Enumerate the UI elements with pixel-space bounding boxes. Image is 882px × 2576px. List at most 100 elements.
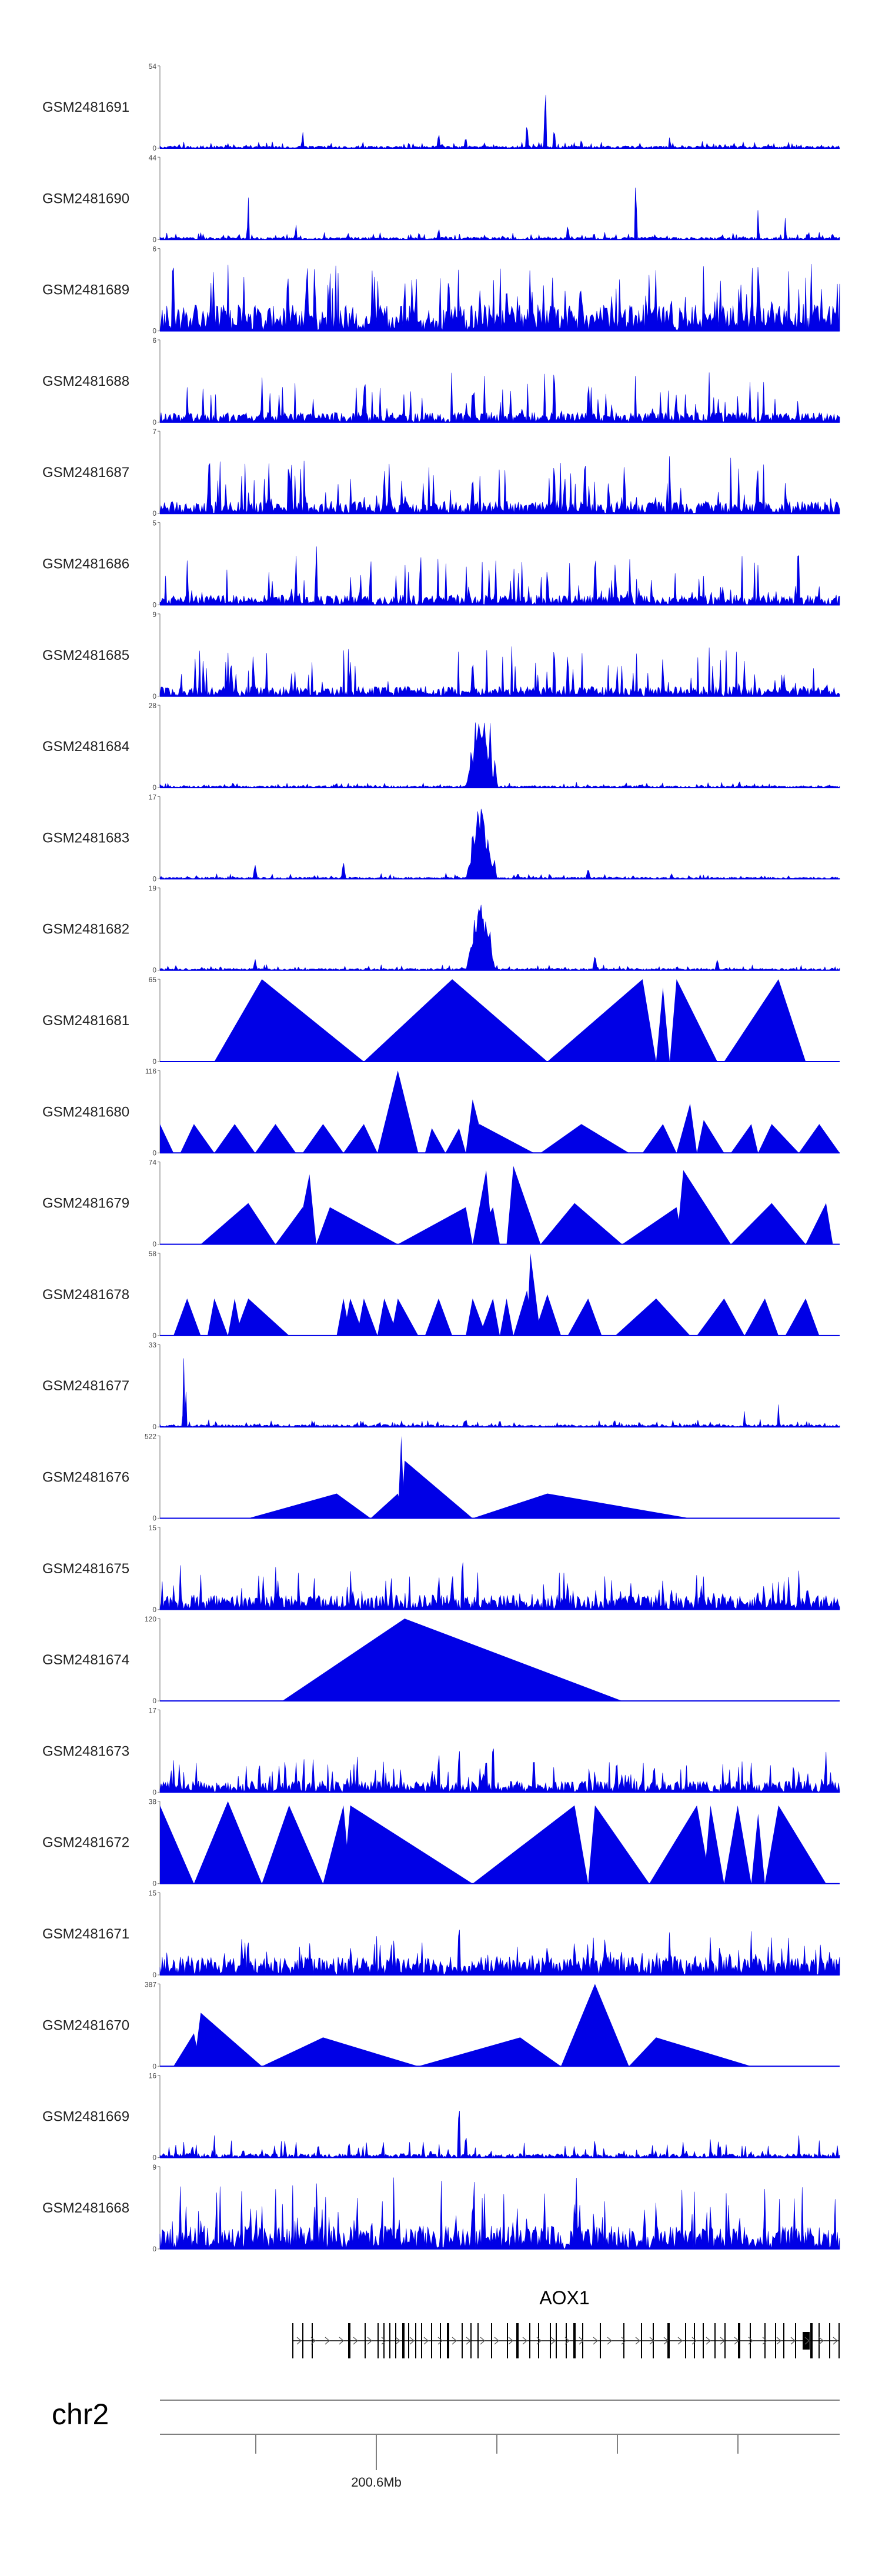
coverage-triangle xyxy=(235,1298,289,1336)
y-axis-max-label: 19 xyxy=(149,885,157,893)
coverage-triangle xyxy=(255,1124,296,1153)
strand-arrow xyxy=(536,2337,542,2345)
exon xyxy=(477,2323,479,2358)
strand-arrow xyxy=(310,2337,316,2345)
track-GSM2481691: GSM2481691 54 0 xyxy=(42,62,840,152)
coverage-triangle xyxy=(262,2037,419,2067)
strand-arrow xyxy=(818,2337,824,2345)
track-label: GSM2481685 xyxy=(42,648,129,663)
exon xyxy=(566,2323,567,2358)
strand-arrow xyxy=(480,2337,485,2345)
coverage-area xyxy=(159,263,840,331)
track-label: GSM2481686 xyxy=(42,556,129,572)
strand-arrow xyxy=(663,2337,669,2345)
y-axis-max-label: 5 xyxy=(152,519,156,528)
y-axis-max-label: 116 xyxy=(145,1067,156,1075)
coverage-triangle xyxy=(676,1103,697,1153)
y-axis-zero-label: 0 xyxy=(152,1880,156,1888)
coverage-triangle xyxy=(547,979,656,1062)
exon xyxy=(810,2323,813,2358)
y-axis-max-label: 54 xyxy=(149,62,157,71)
track-GSM2481674: GSM2481674 120 0 xyxy=(42,1615,840,1705)
track-label: GSM2481681 xyxy=(42,1013,129,1029)
strand-arrow xyxy=(423,2337,429,2345)
y-axis-max-label: 9 xyxy=(152,610,156,619)
exon xyxy=(623,2323,624,2358)
track-GSM2481670: GSM2481670 387 0 xyxy=(42,1980,840,2070)
exon xyxy=(292,2323,293,2358)
y-axis-max-label: 6 xyxy=(152,245,156,253)
y-axis-max-label: 9 xyxy=(152,2163,156,2171)
strand-arrow xyxy=(833,2337,838,2345)
coverage-area xyxy=(159,646,840,697)
y-axis-zero-label: 0 xyxy=(152,327,156,335)
exon xyxy=(440,2323,441,2358)
strand-arrow xyxy=(494,2337,499,2345)
track-GSM2481686: GSM2481686 5 0 xyxy=(42,519,840,609)
exon xyxy=(685,2323,686,2358)
exon xyxy=(415,2323,416,2358)
coverage-triangle xyxy=(401,1460,473,1519)
track-label: GSM2481679 xyxy=(42,1196,129,1212)
exon xyxy=(312,2323,313,2358)
exon xyxy=(724,2323,726,2358)
strand-arrow xyxy=(353,2337,358,2345)
exon xyxy=(653,2323,654,2358)
coverage-triangle xyxy=(425,1128,446,1153)
y-axis-max-label: 44 xyxy=(149,154,157,162)
y-axis-zero-label: 0 xyxy=(152,509,156,518)
strand-arrow xyxy=(706,2337,711,2345)
track-GSM2481681: GSM2481681 65 0 xyxy=(42,976,840,1066)
exon xyxy=(838,2323,840,2358)
strand-arrow xyxy=(339,2337,344,2345)
strand-arrow xyxy=(437,2337,443,2345)
coverage-triangle xyxy=(629,2037,751,2067)
exon xyxy=(408,2323,409,2358)
coverage-triangle xyxy=(397,1207,473,1244)
y-axis-zero-label: 0 xyxy=(152,601,156,609)
strand-arrow xyxy=(593,2337,598,2345)
exon xyxy=(667,2323,670,2358)
y-axis-zero-label: 0 xyxy=(152,2154,156,2162)
strand-arrow xyxy=(508,2337,513,2345)
coverage-triangle xyxy=(799,1124,840,1153)
strand-arrow xyxy=(677,2337,683,2345)
track-label: GSM2481669 xyxy=(42,2109,129,2125)
track-label: GSM2481678 xyxy=(42,1287,129,1303)
strand-arrow xyxy=(720,2337,725,2345)
track-GSM2481689: GSM2481689 6 0 xyxy=(42,245,840,335)
coverage-area xyxy=(159,905,840,971)
coverage-area xyxy=(159,2177,840,2250)
coverage-triangle xyxy=(731,1203,806,1244)
exon xyxy=(641,2323,642,2358)
track-label: GSM2481682 xyxy=(42,922,129,937)
y-axis-zero-label: 0 xyxy=(152,2245,156,2253)
coverage-triangle xyxy=(642,1124,677,1153)
chromosome-label: chr2 xyxy=(52,2398,109,2431)
chromosome-axis: chr2 200.6Mb xyxy=(52,2398,840,2490)
coverage-triangle xyxy=(506,1166,541,1244)
strand-arrow xyxy=(607,2337,612,2345)
coverage-triangle xyxy=(703,1805,724,1884)
y-axis-zero-label: 0 xyxy=(152,1606,156,1614)
coverage-triangle xyxy=(214,1124,255,1153)
coverage-area xyxy=(159,809,840,880)
coverage-triangle xyxy=(214,979,364,1062)
strand-arrow xyxy=(621,2337,626,2345)
exon xyxy=(389,2323,390,2358)
track-label: GSM2481674 xyxy=(42,1652,129,1668)
track-label: GSM2481684 xyxy=(42,739,129,755)
coverage-triangle xyxy=(296,1174,316,1244)
coverage-triangle xyxy=(744,1298,779,1336)
y-axis-max-label: 65 xyxy=(149,976,157,984)
track-GSM2481671: GSM2481671 15 0 xyxy=(42,1889,840,1979)
coverage-triangle xyxy=(466,1298,486,1336)
track-GSM2481690: GSM2481690 44 0 xyxy=(42,154,840,243)
track-GSM2481683: GSM2481683 17 0 xyxy=(42,793,840,883)
coverage-triangle xyxy=(676,1170,731,1244)
strand-arrow xyxy=(579,2337,584,2345)
strand-arrow xyxy=(395,2337,400,2345)
coverage-triangle xyxy=(377,1070,419,1153)
coverage-triangle xyxy=(201,1203,276,1244)
